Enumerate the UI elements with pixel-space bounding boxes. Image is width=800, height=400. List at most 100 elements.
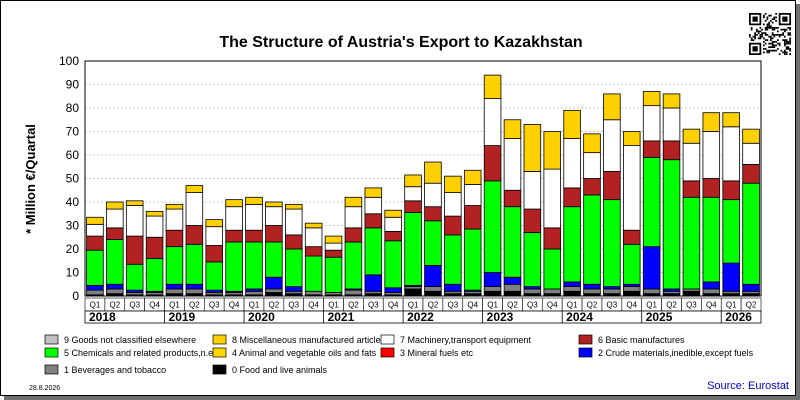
qr-module — [750, 39, 753, 41]
qr-module — [782, 28, 784, 31]
qr-module — [773, 35, 776, 38]
qr-module — [785, 41, 788, 43]
qr-module — [773, 34, 776, 36]
bar-segment — [304, 290, 323, 296]
qr-module — [787, 42, 790, 45]
qr-module — [771, 41, 774, 43]
qr-module — [773, 16, 776, 19]
bar-segment — [424, 206, 442, 222]
qr-module — [775, 13, 777, 15]
qr-module — [789, 41, 791, 43]
qr-module — [768, 23, 770, 26]
bar-segment — [642, 91, 661, 107]
bar-segment — [245, 203, 263, 231]
qr-finder — [752, 16, 758, 22]
quarter-label: Q4 — [149, 301, 160, 310]
plot-border — [84, 60, 762, 297]
qr-module — [785, 46, 788, 48]
qr-module — [771, 28, 774, 31]
bar-segment — [245, 229, 263, 243]
bar-segment — [444, 175, 462, 193]
qr-module — [766, 25, 769, 27]
qr-module — [777, 27, 779, 29]
bar-segment — [483, 74, 502, 99]
qr-module — [770, 25, 772, 27]
qr-module — [770, 39, 772, 41]
legend-entry: 6 Basic manufactures — [598, 335, 685, 345]
qr-module — [770, 37, 772, 40]
bar-segment — [424, 182, 442, 208]
bar-segment — [424, 265, 442, 288]
bar-segment — [503, 119, 522, 139]
qr-module — [785, 28, 788, 31]
qr-module — [784, 51, 786, 54]
quarter-label: Q4 — [467, 301, 478, 310]
qr-module — [763, 51, 765, 54]
bar-segment — [404, 200, 422, 213]
qr-module — [780, 49, 783, 52]
qr-module — [764, 39, 767, 41]
qr-module — [764, 32, 767, 34]
qr-module — [759, 35, 762, 38]
bar-segment — [623, 229, 641, 245]
qr-module — [768, 42, 770, 45]
qr-code-icon — [749, 13, 791, 55]
qr-module — [771, 44, 774, 47]
bar-segment — [185, 283, 204, 290]
quarter-label: Q2 — [189, 301, 200, 310]
bar-segment — [324, 235, 343, 244]
bar-segment — [702, 178, 721, 198]
bar-segment — [304, 246, 323, 257]
qr-module — [789, 39, 791, 41]
bar-segment — [86, 249, 104, 286]
bar-segment — [563, 206, 581, 283]
qr-module — [770, 46, 772, 48]
qr-module — [778, 53, 781, 55]
qr-module — [771, 32, 774, 34]
bar-segment — [702, 112, 721, 132]
qr-module — [789, 37, 791, 40]
legend-entry: 3 Mineral fuels etc — [400, 348, 474, 358]
qr-module — [763, 16, 765, 19]
bar-segment — [722, 126, 740, 182]
bar-segment — [623, 243, 641, 285]
bar-segment — [285, 234, 303, 250]
bar-segment — [682, 128, 701, 144]
bar-segment — [483, 272, 502, 288]
bar-segment — [424, 286, 442, 292]
bar-segment — [364, 196, 383, 215]
qr-module — [759, 34, 762, 36]
bar-segment — [642, 156, 661, 248]
bar-segment — [125, 263, 144, 291]
qr-module — [771, 46, 774, 48]
bar-segment — [265, 292, 283, 297]
quarter-label: Q2 — [507, 301, 518, 310]
bar-segment — [205, 226, 223, 246]
bar-segment — [603, 288, 621, 295]
bar-segment — [662, 159, 681, 290]
year-row — [84, 310, 762, 324]
qr-module — [784, 44, 786, 47]
qr-module — [773, 44, 776, 47]
qr-module — [766, 27, 769, 29]
qr-module — [784, 30, 786, 33]
bar-segment — [364, 187, 383, 198]
quarter-label: Q3 — [686, 301, 697, 310]
qr-module — [785, 51, 788, 54]
bar-segment — [523, 288, 542, 295]
bar-segment — [444, 283, 462, 292]
qr-module — [787, 46, 790, 48]
qr-module — [773, 41, 776, 43]
quarter-label: Q2 — [587, 301, 598, 310]
bar-segment — [106, 239, 124, 285]
qr-module — [771, 27, 774, 29]
quarter-label: Q1 — [646, 301, 657, 310]
qr-module — [782, 34, 784, 36]
qr-module — [773, 28, 776, 31]
year-label: 2020 — [248, 310, 275, 324]
qr-module — [771, 34, 774, 36]
qr-module — [756, 28, 758, 31]
quarter-label: Q3 — [607, 301, 618, 310]
bar-segment — [265, 276, 283, 290]
bar-segment — [503, 290, 522, 297]
